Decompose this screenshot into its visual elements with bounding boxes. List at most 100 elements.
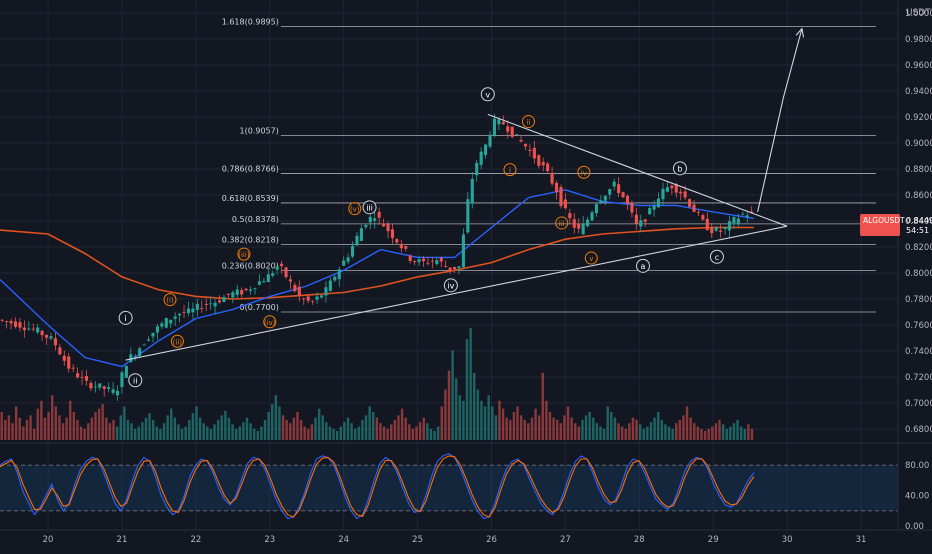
volume-bar bbox=[209, 428, 213, 440]
wave-label-orange[interactable]: (v) bbox=[348, 202, 362, 216]
candle-body bbox=[93, 386, 97, 388]
candle-body bbox=[319, 295, 324, 298]
triangle-upper-trendline[interactable] bbox=[487, 113, 788, 227]
wave-label-white[interactable]: i bbox=[118, 310, 133, 325]
candle-body bbox=[333, 276, 337, 281]
candle-body bbox=[732, 217, 736, 224]
candle-body bbox=[705, 218, 709, 231]
volume-bar bbox=[606, 406, 609, 440]
volume-bar bbox=[617, 423, 620, 440]
wave-label-white[interactable]: c bbox=[709, 249, 724, 264]
wave-label-white[interactable]: a bbox=[636, 258, 651, 273]
volume-bar bbox=[512, 412, 516, 440]
time-tick-label: 31 bbox=[856, 535, 867, 545]
volume-bar bbox=[624, 428, 627, 440]
wave-label-white[interactable]: ii bbox=[128, 373, 143, 388]
volume-bar bbox=[393, 419, 397, 440]
wave-label-orange[interactable]: (ii) bbox=[170, 334, 184, 348]
wave-label-orange[interactable]: v bbox=[584, 251, 598, 265]
volume-bar bbox=[184, 426, 187, 440]
wave-label-circle bbox=[636, 258, 651, 273]
triangle-pattern[interactable] bbox=[125, 27, 805, 361]
candle-body bbox=[581, 223, 585, 235]
wave-label-orange[interactable]: ii bbox=[521, 115, 535, 129]
candle-body bbox=[408, 255, 412, 261]
wave-label-white[interactable]: b bbox=[672, 161, 687, 176]
volume-bar bbox=[473, 372, 476, 440]
volume-bar bbox=[296, 412, 299, 440]
candle-body bbox=[22, 327, 26, 331]
volume-bar bbox=[144, 417, 148, 440]
candle-body bbox=[84, 376, 89, 381]
volume-bar bbox=[191, 413, 195, 440]
candle-body bbox=[692, 204, 696, 212]
wave-label-orange[interactable]: i bbox=[503, 163, 517, 177]
candle-body bbox=[62, 355, 66, 361]
wave-label-text: iv bbox=[447, 281, 454, 290]
volume-bar bbox=[584, 415, 588, 440]
projection-arrow-line[interactable] bbox=[757, 28, 803, 213]
volume-bar bbox=[454, 378, 458, 440]
candle-body bbox=[337, 269, 341, 280]
volume-bar bbox=[267, 412, 270, 440]
volume-bar bbox=[386, 428, 389, 440]
volume-bar bbox=[260, 426, 263, 440]
wave-label-white[interactable]: iii bbox=[362, 200, 377, 215]
candle-body bbox=[204, 304, 208, 305]
wave-label-white[interactable]: iv bbox=[443, 278, 458, 293]
volume-bar bbox=[462, 400, 465, 440]
wave-label-text: b bbox=[677, 164, 682, 173]
volume-bar bbox=[126, 419, 130, 440]
volume-bar bbox=[303, 426, 306, 440]
wave-label-orange[interactable]: iii bbox=[555, 216, 569, 230]
volume-bar bbox=[566, 406, 570, 440]
wave-label-orange[interactable]: (iv) bbox=[263, 315, 277, 329]
candle-body bbox=[510, 126, 514, 137]
wave-label-white[interactable]: v bbox=[480, 87, 495, 102]
price-tick-label: 0.9000 bbox=[905, 139, 932, 149]
volume-bar bbox=[563, 415, 566, 440]
volume-bar bbox=[281, 415, 285, 440]
price-tick-label: 0.7400 bbox=[905, 347, 932, 357]
candle-body bbox=[160, 323, 164, 327]
wave-label-text: c bbox=[715, 253, 719, 262]
volume-bar bbox=[141, 422, 144, 440]
candle-body bbox=[240, 290, 244, 295]
candle-body bbox=[364, 224, 368, 228]
wave-label-text: v bbox=[589, 255, 593, 263]
volume-bar bbox=[693, 423, 696, 440]
volume-bar bbox=[703, 431, 707, 440]
time-tick-label: 21 bbox=[117, 535, 128, 545]
price-tick-label: 0.7800 bbox=[905, 295, 932, 305]
wave-label-orange[interactable]: iv bbox=[577, 165, 591, 179]
wave-label-orange[interactable]: (i) bbox=[163, 293, 177, 307]
candle-body bbox=[421, 258, 426, 262]
candle-body bbox=[58, 347, 62, 355]
triangle-lower-trendline[interactable] bbox=[125, 225, 788, 361]
candle-body bbox=[515, 133, 519, 135]
volume-bar bbox=[238, 426, 241, 440]
volume-bar bbox=[307, 428, 310, 440]
wave-label-text: ii bbox=[527, 119, 531, 127]
wave-label-orange[interactable]: (iii) bbox=[237, 247, 251, 261]
wave-label-text: v bbox=[485, 90, 490, 99]
candle-body bbox=[656, 198, 661, 208]
candle-body bbox=[719, 230, 723, 232]
candle-body bbox=[129, 354, 133, 362]
candle-body bbox=[359, 228, 363, 241]
candle-body bbox=[18, 322, 22, 328]
fibonacci-levels[interactable]: 1.618(0.9895) 1(0.9057) 0.786(0.8766) 0.618… bbox=[222, 18, 876, 313]
volume-bar bbox=[527, 423, 530, 440]
volume-bar bbox=[361, 419, 364, 440]
candle-body bbox=[328, 280, 332, 291]
volume-bar bbox=[664, 424, 667, 440]
wave-label-text: i bbox=[125, 314, 127, 323]
volume-bar bbox=[79, 426, 83, 440]
volume-bar bbox=[69, 400, 72, 440]
wave-label-text: iii bbox=[366, 203, 373, 212]
volume-bar bbox=[675, 423, 678, 440]
candle-body bbox=[342, 260, 346, 266]
